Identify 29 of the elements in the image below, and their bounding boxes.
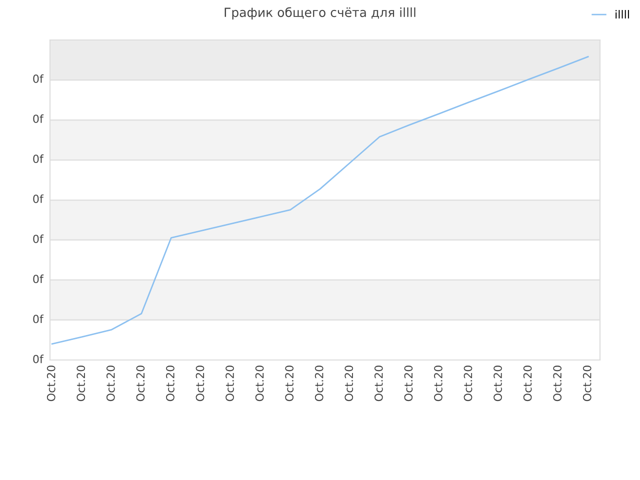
- x-tick-label: Oct.20: [136, 366, 145, 402]
- text: 0f: [33, 274, 44, 284]
- x-tick-label: Oct.20: [582, 366, 592, 402]
- text: 0f: [33, 194, 44, 204]
- text: 0f: [33, 314, 44, 324]
- x-tick-label: Oct.20: [255, 366, 264, 402]
- x-tick-label: Oct.20: [374, 366, 383, 402]
- x-tick-label: Oct.20: [314, 366, 324, 402]
- x-tick-label: Oct.20: [46, 366, 56, 402]
- x-tick-label: Oct.20: [106, 366, 115, 402]
- x-tick-label: Oct.20: [434, 366, 442, 402]
- chart-title: График общего счёта для illll: [224, 7, 416, 20]
- legend-label: illll: [616, 10, 629, 18]
- x-tick-label: Oct.20: [344, 366, 354, 402]
- x-tick-label: Oct.20: [166, 366, 174, 402]
- text: 0f: [33, 74, 44, 83]
- x-tick-label: Oct.20: [226, 366, 234, 402]
- x-tick-label: Oct.20: [553, 366, 562, 402]
- x-tick-label: Oct.20: [404, 366, 413, 402]
- x-tick-label: Oct.20: [494, 366, 502, 402]
- x-tick-label: Oct.20: [464, 366, 472, 402]
- text: 0f: [33, 114, 44, 123]
- x-tick-label: Oct.20: [285, 366, 294, 402]
- x-tick-label: Oct.20: [76, 366, 86, 402]
- x-tick-label: Oct.20: [523, 366, 532, 402]
- x-tick-label: Oct.20: [196, 366, 204, 402]
- text: 0f: [33, 234, 44, 244]
- text: 0f: [33, 354, 44, 364]
- text: 0f: [33, 154, 44, 164]
